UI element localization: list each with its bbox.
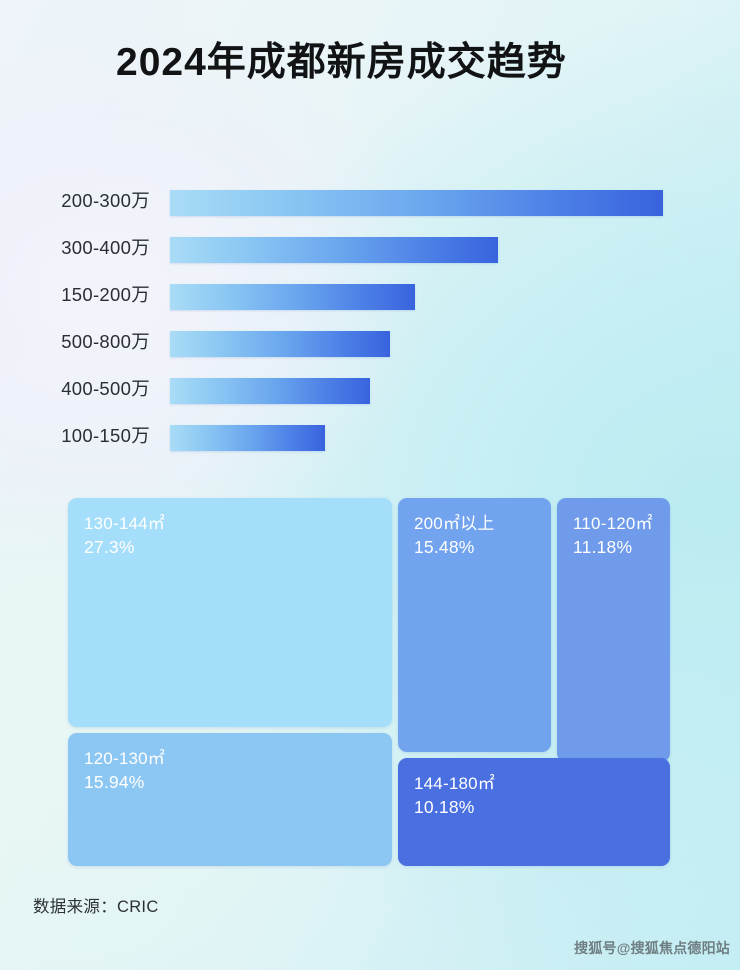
price-range-bar-chart: 200-300万 300-400万 150-200万 500-800万 400-500万… — [0, 180, 740, 453]
bar-track — [170, 378, 370, 404]
treemap-tile-value: 27.3% — [84, 537, 135, 557]
bar-fill — [170, 378, 370, 404]
page-title: 2024年成都新房成交趋势 — [116, 41, 567, 84]
treemap-tile-value: 10.18% — [414, 797, 475, 817]
treemap-tile: 200㎡以上 15.48% — [398, 498, 551, 752]
bar-fill — [170, 237, 498, 263]
treemap-tile: 110-120㎡ 11.18% — [557, 498, 670, 762]
treemap-tile: 144-180㎡ 10.18% — [398, 758, 670, 866]
bar-category-label: 400-500万 — [61, 378, 150, 399]
treemap-tile-label: 144-180㎡ — [414, 774, 495, 793]
bar-row: 500-800万 — [0, 327, 740, 359]
treemap-tile-value: 15.94% — [84, 772, 145, 792]
bar-category-label: 200-300万 — [61, 190, 150, 211]
bar-row: 200-300万 — [0, 186, 740, 218]
bar-row: 400-500万 — [0, 374, 740, 406]
bar-row: 300-400万 — [0, 233, 740, 265]
bar-category-label: 150-200万 — [61, 284, 150, 305]
bar-row: 150-200万 — [0, 280, 740, 312]
bar-fill — [170, 331, 390, 357]
treemap-tile-value: 11.18% — [573, 537, 633, 557]
bar-track — [170, 237, 498, 263]
bar-fill — [170, 425, 325, 451]
data-source-note: 数据来源：CRIC — [33, 898, 159, 916]
bar-category-label: 500-800万 — [61, 331, 150, 352]
watermark-label: 搜狐号@搜狐焦点德阳站 — [574, 940, 730, 956]
bar-category-label: 100-150万 — [61, 425, 150, 446]
bar-track — [170, 425, 325, 451]
treemap-tile: 130-144㎡ 27.3% — [68, 498, 392, 727]
bar-fill — [170, 190, 663, 216]
treemap-tile-label: 200㎡以上 — [414, 514, 495, 533]
treemap-tile-value: 15.48% — [414, 537, 475, 557]
treemap-tile: 120-130㎡ 15.94% — [68, 733, 392, 866]
bar-category-label: 300-400万 — [61, 237, 150, 258]
area-range-treemap: 130-144㎡ 27.3% 120-130㎡ 15.94% 200㎡以上 15.48% 1… — [68, 498, 670, 866]
bar-row: 100-150万 — [0, 421, 740, 453]
treemap-tile-label: 110-120㎡ — [573, 514, 653, 533]
bar-track — [170, 331, 390, 357]
treemap-tile-label: 120-130㎡ — [84, 749, 165, 768]
treemap-tile-label: 130-144㎡ — [84, 514, 165, 533]
bar-track — [170, 190, 663, 216]
bar-track — [170, 284, 415, 310]
bar-fill — [170, 284, 415, 310]
